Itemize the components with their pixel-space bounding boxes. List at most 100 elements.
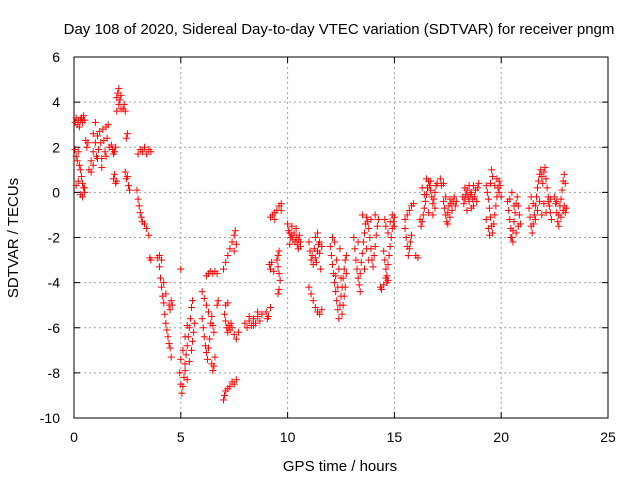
data-point — [380, 247, 388, 255]
data-point — [427, 186, 435, 194]
data-point — [471, 193, 478, 201]
data-point — [133, 186, 141, 194]
data-point — [91, 118, 99, 126]
data-point — [422, 175, 430, 183]
data-point — [121, 168, 129, 176]
data-point — [306, 247, 314, 255]
data-point — [510, 202, 518, 210]
data-point — [241, 319, 249, 327]
data-point — [231, 227, 239, 235]
data-point — [469, 182, 477, 190]
data-point — [89, 130, 97, 138]
data-point — [230, 331, 238, 339]
data-point — [167, 297, 175, 305]
data-point — [277, 206, 285, 214]
data-point — [226, 382, 234, 390]
data-point — [487, 213, 495, 221]
data-point — [446, 213, 454, 221]
data-point — [370, 252, 378, 260]
data-point — [204, 355, 211, 363]
data-point — [542, 209, 550, 217]
data-point — [230, 380, 238, 388]
data-point — [126, 186, 134, 194]
data-point — [510, 218, 518, 226]
data-point — [187, 303, 195, 311]
data-point — [284, 220, 292, 228]
data-point — [385, 252, 393, 260]
data-point — [350, 234, 358, 241]
data-point — [267, 213, 275, 221]
data-point — [254, 308, 262, 316]
data-point — [369, 263, 377, 271]
data-point — [209, 321, 217, 329]
data-point — [232, 376, 240, 384]
data-point — [181, 333, 189, 341]
data-point — [390, 222, 398, 230]
data-point — [182, 351, 190, 359]
data-point — [527, 193, 535, 201]
data-point — [307, 256, 315, 264]
data-point — [354, 274, 362, 282]
data-point — [101, 148, 109, 156]
data-point — [386, 243, 394, 251]
data-point — [181, 367, 189, 375]
x-tick-label: 0 — [70, 429, 78, 445]
data-point — [221, 391, 229, 399]
data-point — [176, 369, 184, 377]
data-point — [513, 193, 521, 201]
data-point — [384, 261, 392, 269]
data-point — [160, 279, 168, 287]
data-point — [374, 215, 382, 223]
data-point — [555, 222, 563, 230]
data-point — [493, 175, 501, 183]
data-point — [89, 161, 97, 169]
data-point — [511, 209, 519, 217]
data-point — [444, 220, 452, 228]
data-point — [202, 301, 210, 309]
data-point — [337, 274, 345, 282]
data-point — [382, 265, 390, 273]
data-point — [220, 396, 228, 404]
data-point — [104, 121, 112, 129]
y-tick-label: 2 — [52, 139, 60, 155]
data-point — [535, 177, 543, 185]
data-point — [72, 182, 80, 190]
data-point — [145, 231, 153, 239]
data-point — [429, 200, 437, 208]
data-point — [288, 222, 296, 230]
data-point — [79, 179, 87, 187]
data-point — [267, 303, 275, 311]
data-point — [512, 229, 520, 237]
data-point — [430, 195, 438, 203]
y-tick-label: -2 — [48, 230, 61, 246]
data-point — [224, 299, 232, 307]
data-point — [387, 234, 395, 241]
data-point — [354, 238, 362, 246]
data-point — [508, 188, 516, 196]
data-point — [373, 222, 381, 230]
data-point — [402, 234, 410, 241]
data-point — [93, 155, 101, 163]
data-point — [158, 256, 166, 264]
data-point — [515, 211, 523, 219]
data-point — [135, 202, 143, 210]
data-point — [342, 270, 350, 278]
data-point — [134, 195, 142, 203]
data-point — [263, 315, 271, 323]
data-point — [183, 342, 191, 350]
data-point — [228, 324, 236, 332]
y-tick-label: 6 — [52, 49, 60, 65]
data-point — [213, 301, 221, 309]
data-point — [421, 197, 429, 205]
data-point — [160, 299, 168, 307]
data-point — [179, 382, 187, 390]
data-point — [122, 134, 130, 142]
data-point — [534, 206, 542, 214]
data-point — [371, 211, 379, 219]
data-point — [431, 204, 439, 212]
x-axis-label: GPS time / hours — [283, 458, 397, 475]
data-point — [491, 211, 499, 219]
data-point — [275, 247, 283, 255]
data-point — [335, 315, 343, 323]
data-point — [357, 258, 365, 266]
